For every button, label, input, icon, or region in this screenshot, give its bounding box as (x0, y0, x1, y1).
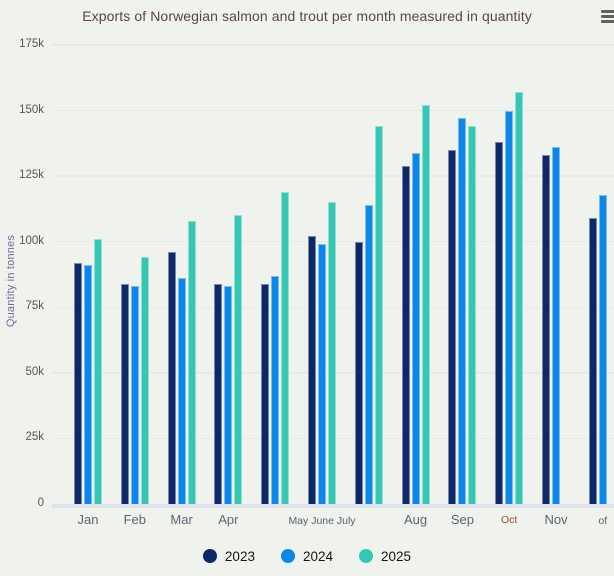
x-tick-label: Mar (170, 512, 193, 527)
x-tick-label: of (598, 515, 608, 527)
legend-item-2025[interactable]: 2025 (359, 549, 411, 564)
y-tick-label: 125k (19, 169, 44, 182)
legend-label: 2023 (224, 548, 255, 564)
chart-title: Exports of Norwegian salmon and trout pe… (82, 8, 532, 24)
bar-2025-oct[interactable] (515, 92, 524, 504)
hamburger-menu-icon[interactable] (601, 10, 614, 26)
bar-2025-may[interactable] (281, 191, 290, 504)
bar-2024-oct[interactable] (505, 110, 514, 504)
x-tick-label: Apr (218, 512, 239, 527)
menu-bar (601, 10, 614, 13)
y-tick-label: 0 (37, 497, 44, 509)
legend-marker-icon (280, 549, 295, 563)
legend: 2023 2024 2025 (0, 546, 614, 566)
bar-2025-jan[interactable] (94, 239, 102, 504)
legend-label: 2025 (381, 548, 412, 564)
bar-2023-mar[interactable] (167, 252, 176, 504)
x-tick-label: Feb (123, 512, 146, 527)
bar-2024-feb[interactable] (130, 286, 139, 504)
y-tick-label: 75k (25, 300, 44, 313)
bar-2023-jan[interactable] (74, 262, 82, 504)
menu-bar (601, 19, 614, 23)
y-tick-label: 50k (25, 365, 44, 378)
gridline (52, 109, 614, 112)
gridline (52, 175, 614, 177)
bar-2024-dec[interactable] (598, 194, 607, 504)
bar-2023-aug[interactable] (401, 165, 410, 504)
bar-2023-dec[interactable] (588, 218, 597, 504)
bar-2023-apr[interactable] (214, 283, 223, 504)
bar-2025-mar[interactable] (187, 220, 196, 504)
bar-2023-oct[interactable] (495, 142, 504, 504)
bar-2024-mar[interactable] (177, 278, 186, 504)
bar-2023-may[interactable] (261, 283, 270, 504)
bar-2023-june[interactable] (308, 236, 316, 504)
bar-2025-feb[interactable] (140, 257, 149, 504)
bar-2024-may[interactable] (271, 275, 280, 504)
y-tick-label: 100k (19, 234, 44, 247)
bar-2024-aug[interactable] (411, 152, 420, 504)
legend-marker-icon (359, 549, 374, 563)
bar-2024-july[interactable] (364, 204, 373, 504)
bar-2024-jan[interactable] (84, 265, 92, 504)
menu-bar (601, 14, 614, 18)
bar-2025-apr[interactable] (234, 215, 243, 504)
y-tick-label: 175k (19, 38, 44, 50)
bar-2025-sep[interactable] (468, 126, 477, 504)
legend-item-2023[interactable]: 2023 (202, 548, 255, 564)
bar-2023-nov[interactable] (542, 155, 550, 504)
x-axis-line (52, 504, 614, 508)
x-tick-label: Nov (544, 512, 568, 527)
bar-2023-feb[interactable] (120, 283, 129, 504)
gridline (52, 44, 614, 46)
bar-2025-aug[interactable] (421, 105, 430, 504)
x-tick-label: Jan (77, 512, 99, 527)
legend-marker-icon (202, 549, 217, 563)
y-tick-label: 150k (19, 103, 44, 116)
legend-label: 2024 (302, 548, 334, 564)
bar-2023-sep[interactable] (448, 149, 457, 504)
x-tick-label: May June July (288, 515, 356, 527)
x-tick-label: Sep (450, 512, 474, 527)
bar-2025-july[interactable] (374, 126, 383, 504)
legend-item-2024[interactable]: 2024 (280, 548, 334, 564)
y-tick-label: 25k (25, 431, 44, 444)
bar-2025-june[interactable] (328, 202, 336, 504)
y-axis-title: Quantity in tonnes (5, 234, 17, 328)
bar-2024-apr[interactable] (224, 286, 233, 504)
bar-2024-sep[interactable] (458, 118, 467, 504)
x-tick-label: Aug (404, 512, 428, 527)
bar-2024-nov[interactable] (552, 147, 560, 504)
bar-2024-june[interactable] (318, 244, 326, 504)
bar-2023-july[interactable] (354, 241, 363, 504)
x-tick-label: Oct (501, 514, 518, 526)
